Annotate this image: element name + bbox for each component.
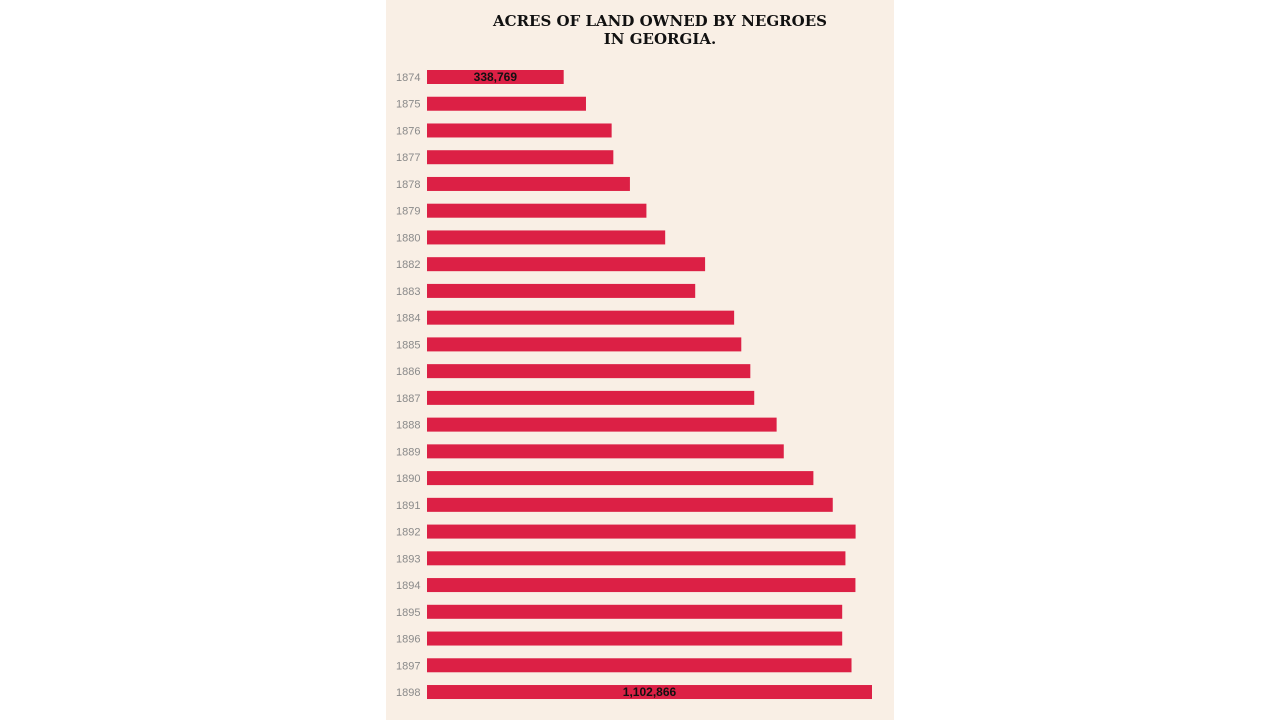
year-label-1892: 1892 — [396, 527, 420, 539]
bar-1875 — [427, 96, 586, 111]
bar-1877 — [427, 150, 614, 165]
year-label-1880: 1880 — [396, 232, 420, 244]
bar-1887 — [427, 390, 755, 405]
year-label-1883: 1883 — [396, 286, 420, 298]
bar-1882 — [427, 257, 706, 272]
year-label-1895: 1895 — [396, 607, 420, 619]
year-label-1890: 1890 — [396, 473, 420, 485]
bar-1879 — [427, 203, 647, 218]
year-label-1896: 1896 — [396, 634, 420, 646]
bar-chart: 1874 338,769 1875 1876 1877 1878 1879 1880 1882 1… — [396, 70, 872, 700]
year-label-1877: 1877 — [396, 152, 420, 164]
bar-1883 — [427, 283, 696, 298]
bar-1890 — [427, 471, 814, 486]
bar-1897 — [427, 658, 852, 673]
year-label-1889: 1889 — [396, 446, 420, 458]
year-label-1893: 1893 — [396, 553, 420, 565]
bar-1889 — [427, 444, 784, 459]
chart-title-line-2: IN GEORGIA. — [603, 30, 717, 48]
bar-1893 — [427, 551, 846, 566]
year-label-1898: 1898 — [396, 687, 420, 699]
value-label-1898: 1,102,866 — [623, 685, 677, 699]
bar-1878 — [427, 176, 630, 191]
bar-1892 — [427, 524, 856, 539]
bar-1896 — [427, 631, 843, 646]
value-label-1874: 338,769 — [474, 70, 518, 84]
bar-1898 — [427, 685, 872, 700]
bar-1884 — [427, 310, 735, 325]
bar-1886 — [427, 364, 751, 379]
bar-1895 — [427, 604, 843, 619]
year-label-1876: 1876 — [396, 125, 420, 137]
bar-1874 — [427, 70, 564, 84]
chart-panel: ACRES OF LAND OWNED BY NEGROES IN GEORGI… — [386, 0, 894, 720]
year-label-1886: 1886 — [396, 366, 420, 378]
year-label-1885: 1885 — [396, 339, 420, 351]
year-label-1891: 1891 — [396, 500, 420, 512]
year-label-1897: 1897 — [396, 660, 420, 672]
chart-title-line-1: ACRES OF LAND OWNED BY NEGROES — [493, 12, 827, 30]
year-label-1894: 1894 — [396, 580, 420, 592]
year-label-1882: 1882 — [396, 259, 420, 271]
year-label-1874: 1874 — [396, 72, 420, 84]
year-label-1887: 1887 — [396, 393, 420, 405]
year-label-1884: 1884 — [396, 313, 420, 325]
year-label-1875: 1875 — [396, 99, 420, 111]
bar-1888 — [427, 417, 777, 432]
bar-1876 — [427, 123, 612, 138]
bar-1880 — [427, 230, 666, 245]
year-label-1878: 1878 — [396, 179, 420, 191]
bar-1885 — [427, 337, 742, 352]
bar-1891 — [427, 497, 833, 512]
year-label-1879: 1879 — [396, 206, 420, 218]
year-label-1888: 1888 — [396, 420, 420, 432]
bar-1894 — [427, 578, 856, 593]
chart-title: ACRES OF LAND OWNED BY NEGROES IN GEORGI… — [386, 12, 934, 48]
